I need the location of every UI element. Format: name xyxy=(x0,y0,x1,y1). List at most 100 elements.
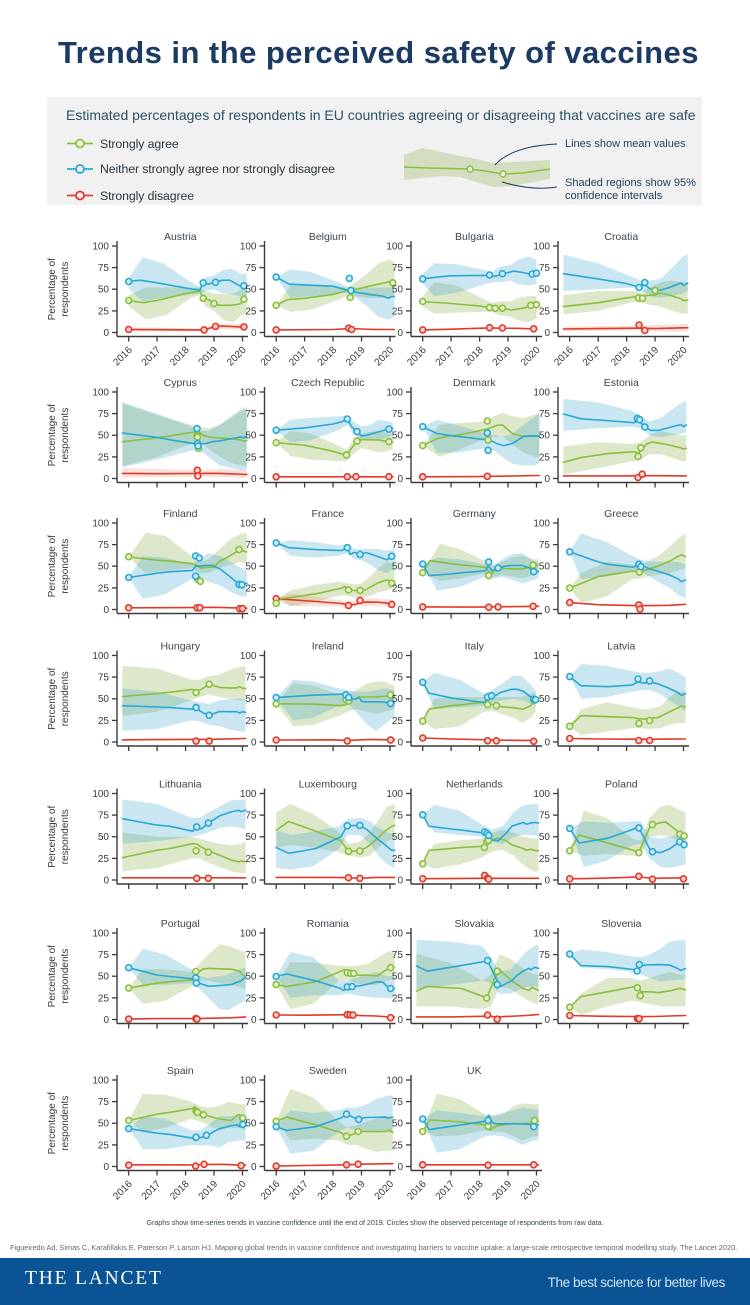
svg-text:75: 75 xyxy=(539,540,551,551)
svg-text:Ireland: Ireland xyxy=(312,641,344,653)
svg-text:Croatia: Croatia xyxy=(604,231,638,243)
svg-text:25: 25 xyxy=(539,452,551,463)
svg-text:25: 25 xyxy=(392,716,404,727)
svg-text:2019: 2019 xyxy=(197,1179,221,1203)
svg-text:50: 50 xyxy=(98,285,110,296)
svg-text:2018: 2018 xyxy=(168,1179,192,1203)
svg-text:2017: 2017 xyxy=(434,1179,458,1203)
svg-text:2016: 2016 xyxy=(111,345,135,369)
svg-text:50: 50 xyxy=(98,431,110,442)
svg-text:UK: UK xyxy=(467,1065,482,1077)
svg-text:Slovenia: Slovenia xyxy=(601,918,641,930)
svg-text:100: 100 xyxy=(240,789,257,800)
svg-text:0: 0 xyxy=(251,1015,257,1026)
svg-text:0: 0 xyxy=(544,1015,550,1026)
svg-text:0: 0 xyxy=(544,474,550,485)
svg-text:2017: 2017 xyxy=(140,345,164,369)
svg-text:25: 25 xyxy=(245,993,257,1004)
svg-text:75: 75 xyxy=(245,409,257,420)
svg-text:75: 75 xyxy=(392,540,404,551)
svg-text:100: 100 xyxy=(92,1075,109,1086)
svg-text:2019: 2019 xyxy=(344,1179,368,1203)
svg-text:0: 0 xyxy=(251,875,257,886)
svg-text:50: 50 xyxy=(539,285,551,296)
svg-text:2018: 2018 xyxy=(316,1179,340,1203)
svg-text:2020: 2020 xyxy=(373,345,397,369)
svg-text:100: 100 xyxy=(386,928,403,939)
svg-text:100: 100 xyxy=(533,789,550,800)
svg-text:50: 50 xyxy=(98,562,110,573)
svg-text:Portugal: Portugal xyxy=(161,918,200,930)
svg-text:2019: 2019 xyxy=(344,345,368,369)
svg-text:75: 75 xyxy=(98,950,110,961)
svg-text:0: 0 xyxy=(251,737,257,748)
svg-text:Romania: Romania xyxy=(307,918,349,930)
svg-text:50: 50 xyxy=(98,972,110,983)
svg-text:50: 50 xyxy=(539,562,551,573)
svg-text:2017: 2017 xyxy=(140,1179,164,1203)
svg-text:50: 50 xyxy=(245,562,257,573)
svg-text:2017: 2017 xyxy=(434,345,458,369)
svg-text:100: 100 xyxy=(240,1075,257,1086)
svg-text:2018: 2018 xyxy=(168,345,192,369)
svg-text:75: 75 xyxy=(392,409,404,420)
svg-text:2020: 2020 xyxy=(666,345,690,369)
svg-text:Percentage of: Percentage of xyxy=(47,1092,58,1154)
svg-text:50: 50 xyxy=(392,562,404,573)
svg-text:0: 0 xyxy=(397,605,403,616)
svg-text:0: 0 xyxy=(544,328,550,339)
svg-text:Latvia: Latvia xyxy=(607,641,635,653)
svg-text:25: 25 xyxy=(98,306,110,317)
svg-text:100: 100 xyxy=(240,651,257,662)
svg-text:25: 25 xyxy=(98,716,110,727)
svg-text:2020: 2020 xyxy=(225,345,249,369)
svg-text:25: 25 xyxy=(392,452,404,463)
svg-text:0: 0 xyxy=(251,1162,257,1173)
svg-text:0: 0 xyxy=(103,328,109,339)
svg-text:25: 25 xyxy=(539,716,551,727)
svg-text:100: 100 xyxy=(533,241,550,252)
svg-text:Sweden: Sweden xyxy=(309,1065,347,1077)
svg-text:50: 50 xyxy=(392,832,404,843)
svg-text:2020: 2020 xyxy=(519,1179,543,1203)
svg-text:0: 0 xyxy=(544,737,550,748)
svg-text:0: 0 xyxy=(103,474,109,485)
svg-text:50: 50 xyxy=(392,1119,404,1130)
svg-text:50: 50 xyxy=(539,972,551,983)
svg-text:25: 25 xyxy=(392,993,404,1004)
svg-text:respondents: respondents xyxy=(60,408,71,463)
svg-text:25: 25 xyxy=(392,1140,404,1151)
svg-text:50: 50 xyxy=(245,972,257,983)
svg-text:0: 0 xyxy=(103,1015,109,1026)
svg-text:2017: 2017 xyxy=(581,345,605,369)
svg-text:50: 50 xyxy=(245,832,257,843)
svg-text:75: 75 xyxy=(245,673,257,684)
svg-text:100: 100 xyxy=(533,387,550,398)
svg-text:0: 0 xyxy=(397,1015,403,1026)
svg-text:2017: 2017 xyxy=(287,1179,311,1203)
svg-text:respondents: respondents xyxy=(60,539,71,594)
svg-text:2018: 2018 xyxy=(462,1179,486,1203)
svg-text:Poland: Poland xyxy=(605,779,638,791)
svg-text:100: 100 xyxy=(386,241,403,252)
svg-text:75: 75 xyxy=(98,540,110,551)
svg-text:Percentage of: Percentage of xyxy=(47,404,58,466)
svg-text:0: 0 xyxy=(397,875,403,886)
svg-text:75: 75 xyxy=(98,811,110,822)
svg-text:75: 75 xyxy=(539,409,551,420)
svg-text:0: 0 xyxy=(251,474,257,485)
svg-text:25: 25 xyxy=(245,716,257,727)
svg-text:0: 0 xyxy=(397,328,403,339)
svg-text:2019: 2019 xyxy=(491,345,515,369)
svg-text:75: 75 xyxy=(392,263,404,274)
svg-text:25: 25 xyxy=(539,993,551,1004)
svg-text:0: 0 xyxy=(397,474,403,485)
svg-text:75: 75 xyxy=(392,1097,404,1108)
svg-text:50: 50 xyxy=(245,285,257,296)
svg-text:75: 75 xyxy=(539,811,551,822)
svg-text:100: 100 xyxy=(533,518,550,529)
svg-text:Greece: Greece xyxy=(604,508,639,520)
svg-text:2018: 2018 xyxy=(609,345,633,369)
svg-text:respondents: respondents xyxy=(60,671,71,726)
svg-text:50: 50 xyxy=(245,1119,257,1130)
